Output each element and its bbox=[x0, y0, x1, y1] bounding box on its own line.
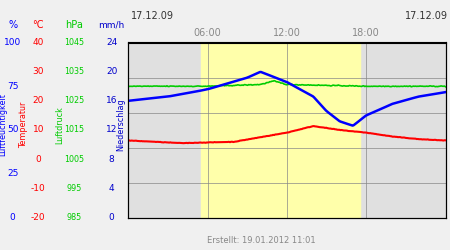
Text: Erstellt: 19.01.2012 11:01: Erstellt: 19.01.2012 11:01 bbox=[207, 236, 316, 245]
Text: hPa: hPa bbox=[65, 20, 83, 30]
Text: 30: 30 bbox=[32, 67, 44, 76]
Text: 0: 0 bbox=[10, 213, 15, 222]
Text: 16: 16 bbox=[106, 96, 117, 105]
Text: 25: 25 bbox=[7, 169, 18, 178]
Text: -20: -20 bbox=[31, 213, 45, 222]
Text: 4: 4 bbox=[109, 184, 114, 193]
Text: 50: 50 bbox=[7, 126, 18, 134]
Text: 100: 100 bbox=[4, 38, 21, 47]
Text: Luftfeuchtigkeit: Luftfeuchtigkeit bbox=[0, 94, 7, 156]
Text: 20: 20 bbox=[106, 67, 117, 76]
Bar bbox=[201, 42, 360, 218]
Text: -10: -10 bbox=[31, 184, 45, 193]
Text: 12: 12 bbox=[106, 126, 117, 134]
Text: 985: 985 bbox=[67, 213, 82, 222]
Text: 1015: 1015 bbox=[64, 126, 84, 134]
Text: 0: 0 bbox=[36, 155, 41, 164]
Text: 75: 75 bbox=[7, 82, 18, 91]
Text: 0: 0 bbox=[109, 213, 114, 222]
Text: 17.12.09: 17.12.09 bbox=[405, 11, 448, 21]
Text: 40: 40 bbox=[32, 38, 44, 47]
Text: °C: °C bbox=[32, 20, 44, 30]
Text: 10: 10 bbox=[32, 126, 44, 134]
Text: 995: 995 bbox=[67, 184, 82, 193]
Text: %: % bbox=[8, 20, 17, 30]
Text: 1025: 1025 bbox=[64, 96, 85, 105]
Text: 1005: 1005 bbox=[64, 155, 84, 164]
Text: 20: 20 bbox=[32, 96, 44, 105]
Text: Niederschlag: Niederschlag bbox=[116, 99, 125, 151]
Text: 17.12.09: 17.12.09 bbox=[130, 11, 174, 21]
Text: mm/h: mm/h bbox=[99, 20, 125, 30]
Text: Temperatur: Temperatur bbox=[19, 102, 28, 148]
Text: 8: 8 bbox=[109, 155, 114, 164]
Text: 1035: 1035 bbox=[64, 67, 84, 76]
Text: 24: 24 bbox=[106, 38, 117, 47]
Text: 1045: 1045 bbox=[64, 38, 84, 47]
Text: Luftdruck: Luftdruck bbox=[55, 106, 64, 144]
